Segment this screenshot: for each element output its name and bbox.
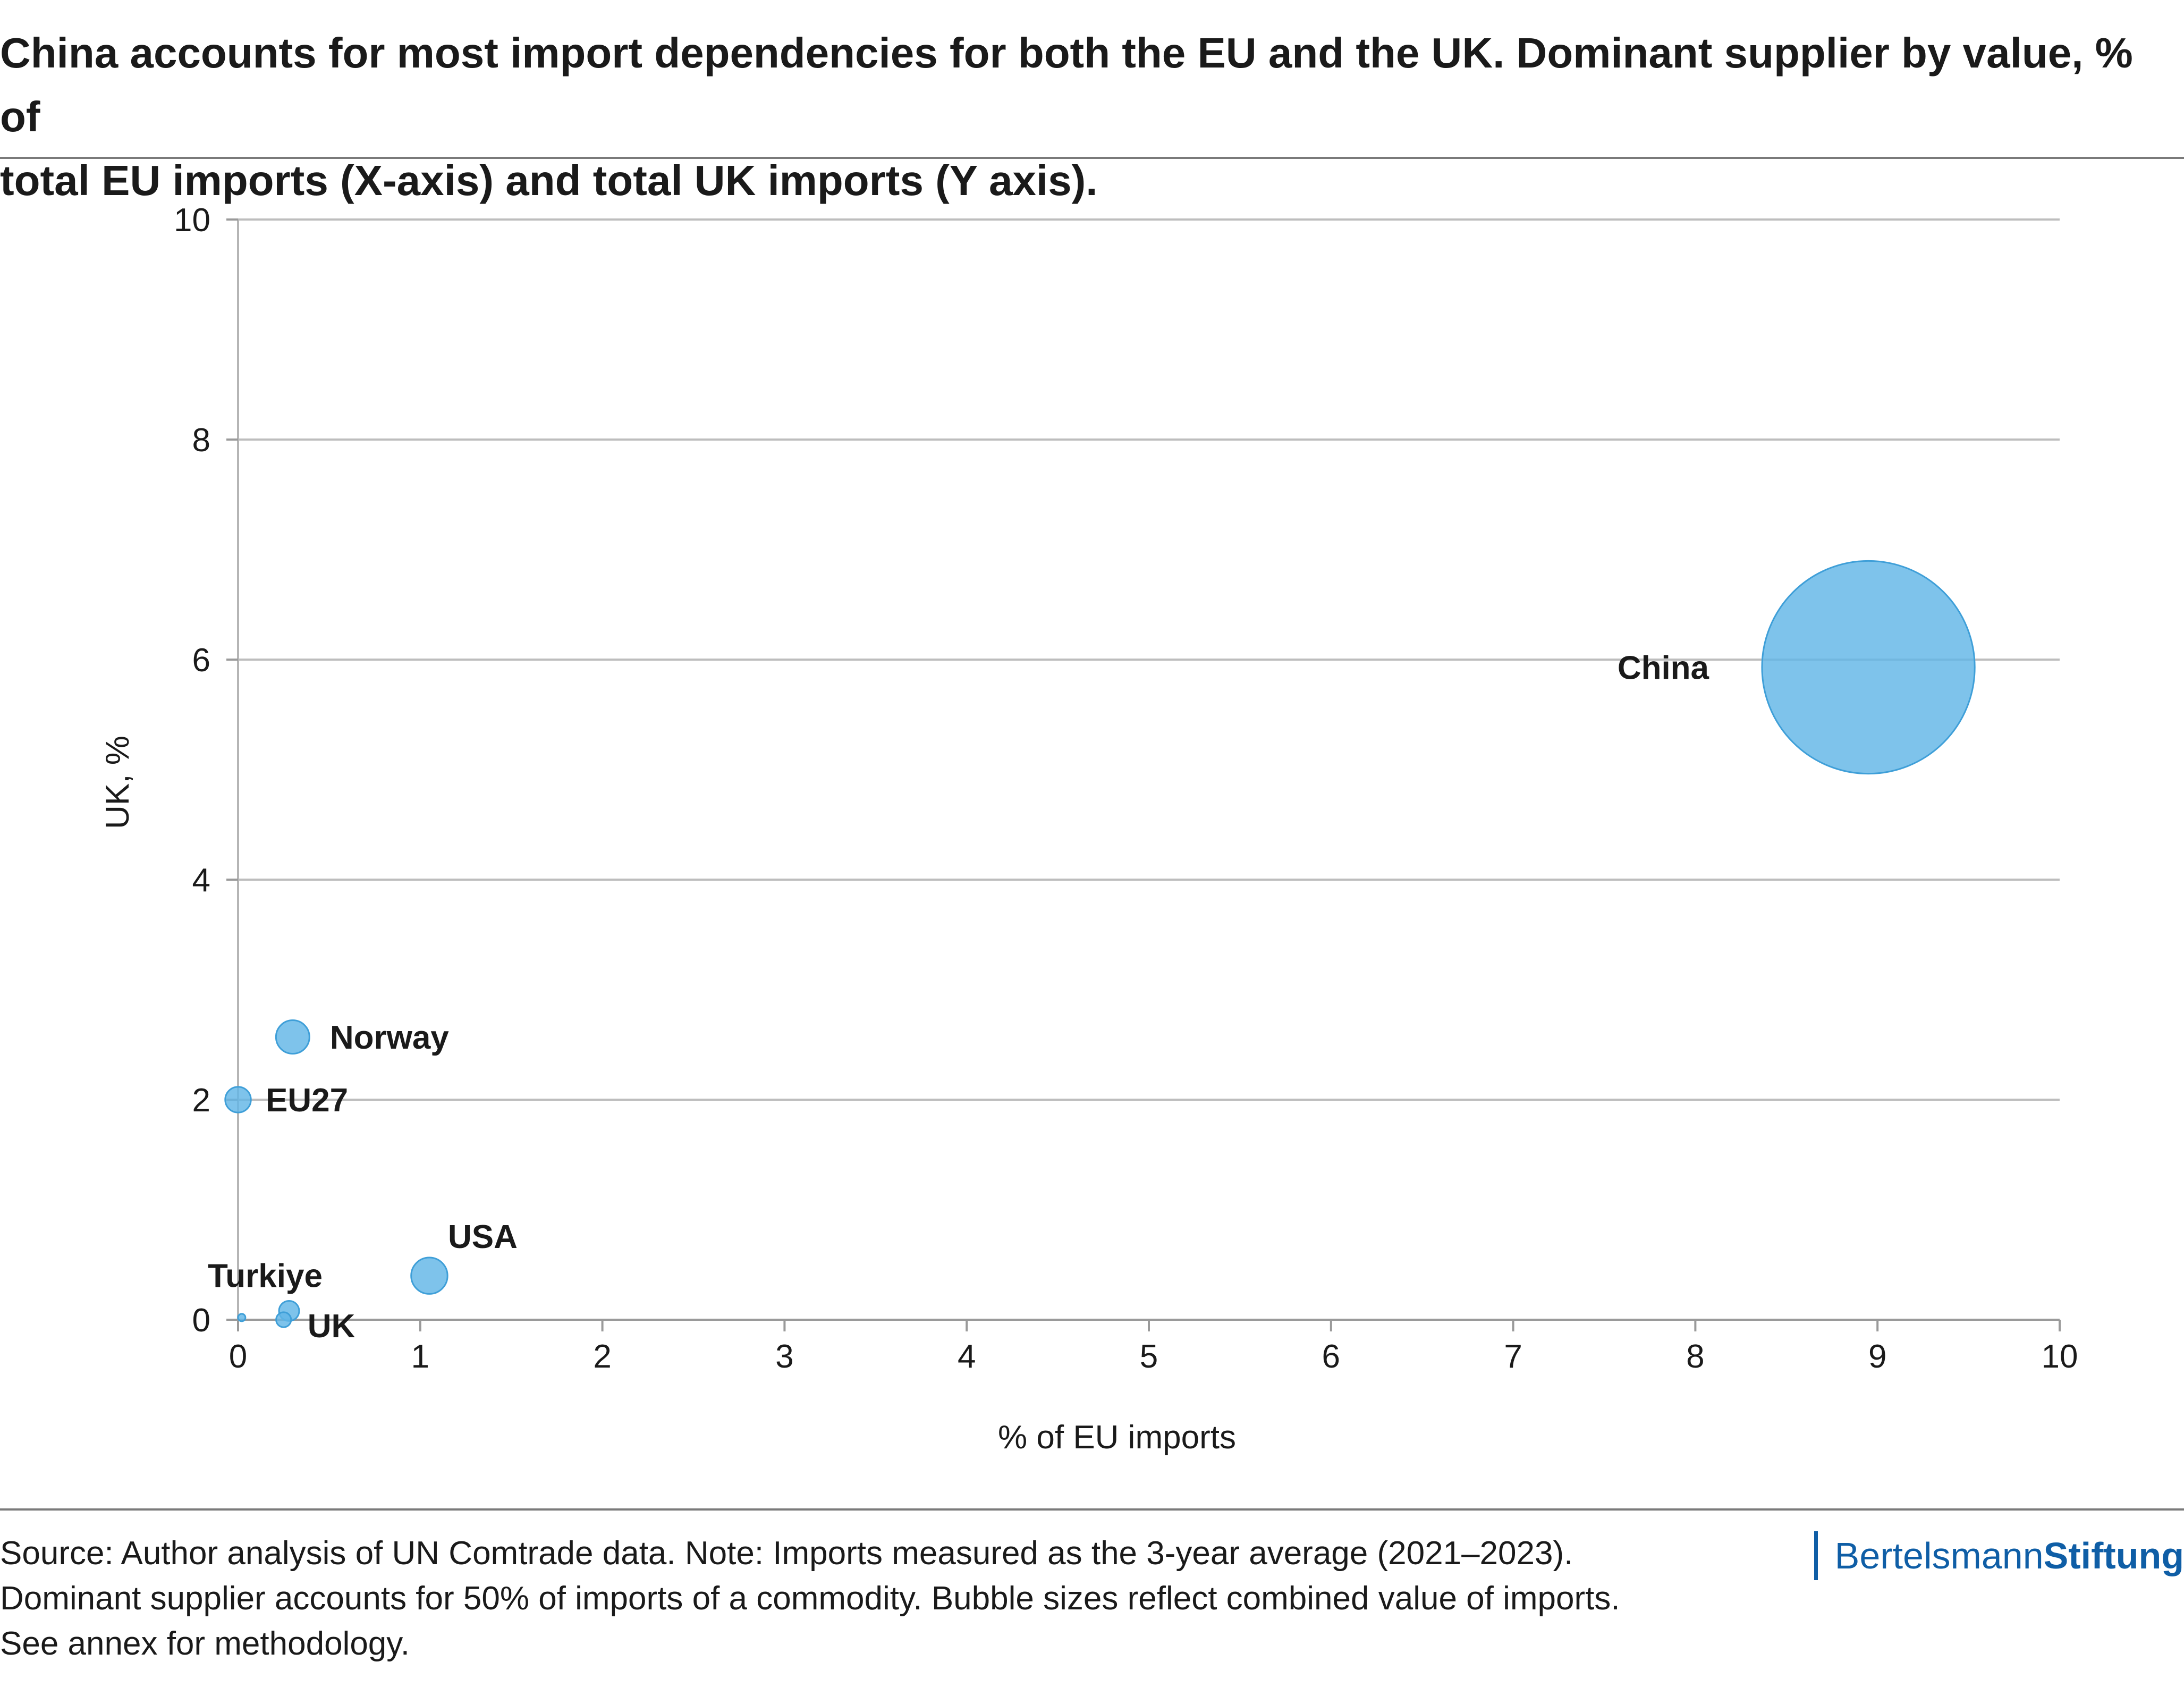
footer-divider bbox=[0, 1508, 2184, 1511]
bubble-china bbox=[1761, 560, 1976, 775]
x-tick-label-8: 8 bbox=[1686, 1338, 1704, 1375]
x-tick-label-10: 10 bbox=[2042, 1338, 2078, 1375]
bertelsmann-stiftung-logo: Bertelsmann Stiftung bbox=[1814, 1531, 2184, 1580]
y-tick-label-8: 8 bbox=[192, 422, 210, 459]
chart-title: China accounts for most import dependenc… bbox=[0, 21, 2136, 213]
chart-title-line-1: China accounts for most import dependenc… bbox=[0, 29, 2133, 140]
bubble-eu27 bbox=[224, 1086, 252, 1113]
x-tick-label-6: 6 bbox=[1322, 1338, 1340, 1375]
bubble-label-china: China bbox=[1618, 649, 1709, 686]
y-tick-label-10: 10 bbox=[174, 202, 210, 239]
x-tick-label-1: 1 bbox=[411, 1338, 429, 1375]
bubble-usa bbox=[410, 1256, 448, 1295]
y-tick-label-0: 0 bbox=[192, 1302, 210, 1339]
logo-bar bbox=[1814, 1531, 1818, 1580]
x-tick-label-9: 9 bbox=[1868, 1338, 1886, 1375]
y-tick-label-2: 2 bbox=[192, 1082, 210, 1119]
bubble-label-norway: Norway bbox=[330, 1019, 449, 1056]
source-note: Source: Author analysis of UN Comtrade d… bbox=[0, 1531, 1754, 1666]
x-tick-label-4: 4 bbox=[958, 1338, 976, 1375]
y-axis-label: UK, % bbox=[99, 736, 136, 829]
logo-text-stiftung: Stiftung bbox=[2043, 1535, 2184, 1576]
y-tick-label-4: 4 bbox=[192, 862, 210, 899]
bubble-label-uk: UK bbox=[308, 1308, 355, 1345]
source-note-line-3: See annex for methodology. bbox=[0, 1625, 410, 1662]
x-tick-label-7: 7 bbox=[1504, 1338, 1522, 1375]
x-tick-label-5: 5 bbox=[1140, 1338, 1158, 1375]
title-divider bbox=[0, 157, 2184, 159]
bubble-label-eu27: EU27 bbox=[266, 1082, 348, 1119]
source-note-line-1: Source: Author analysis of UN Comtrade d… bbox=[0, 1535, 1573, 1572]
logo-text-bertelsmann: Bertelsmann bbox=[1834, 1535, 2044, 1576]
source-note-line-2: Dominant supplier accounts for 50% of im… bbox=[0, 1580, 1620, 1617]
bubble-uk bbox=[275, 1311, 292, 1328]
x-axis-label: % of EU imports bbox=[998, 1419, 1236, 1456]
chart-title-line-2: total EU imports (X-axis) and total UK i… bbox=[0, 157, 1098, 204]
bubble-norway bbox=[275, 1019, 310, 1055]
y-tick-label-6: 6 bbox=[192, 642, 210, 679]
bubble-label-usa: USA bbox=[448, 1219, 518, 1255]
bubble-chart: 0 2 4 6 8 10 0 1 2 3 4 5 6 7 8 9 10 China Norway EU27 USA Tu… bbox=[99, 202, 2078, 1456]
bubble-label-turkiye: Turkiye bbox=[208, 1258, 323, 1294]
x-tick-label-3: 3 bbox=[775, 1338, 793, 1375]
bubble-unlabeled-6 bbox=[237, 1313, 247, 1322]
x-tick-label-0: 0 bbox=[229, 1338, 247, 1375]
x-tick-label-2: 2 bbox=[593, 1338, 611, 1375]
